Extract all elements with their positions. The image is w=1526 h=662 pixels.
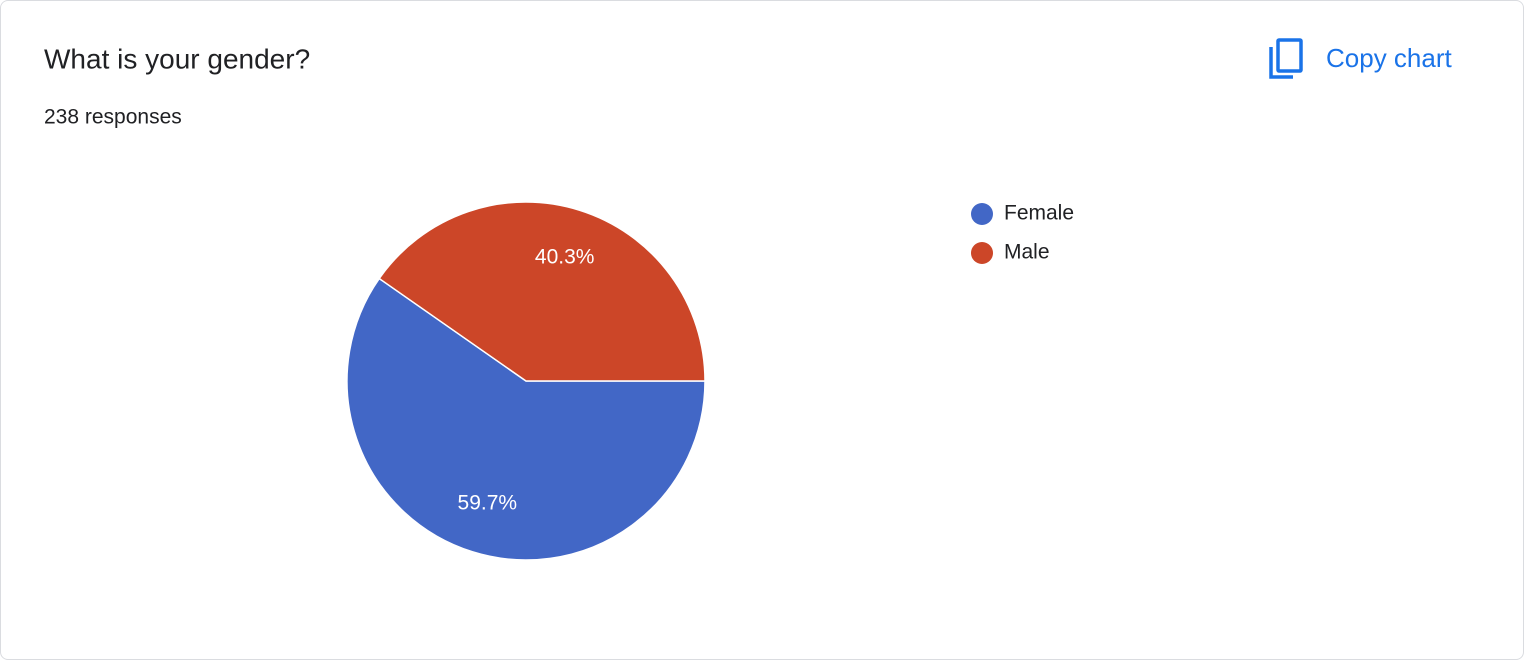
legend-label: Female xyxy=(1004,202,1074,225)
chart-subtitle: 238 responses xyxy=(44,106,182,129)
pie-slice xyxy=(378,201,706,382)
legend-swatch xyxy=(971,203,993,225)
pie-slice xyxy=(346,277,706,561)
slice-label: 59.7% xyxy=(458,491,518,514)
legend-swatch xyxy=(971,242,993,264)
slice-label: 40.3% xyxy=(535,246,595,269)
copy-button[interactable]: Copy chart xyxy=(1269,38,1452,79)
copy-button-label[interactable]: Copy chart xyxy=(1326,43,1452,73)
legend-label: Male xyxy=(1004,241,1050,264)
copy-icon[interactable] xyxy=(1269,38,1303,79)
chart-title: What is your gender? xyxy=(44,43,310,74)
